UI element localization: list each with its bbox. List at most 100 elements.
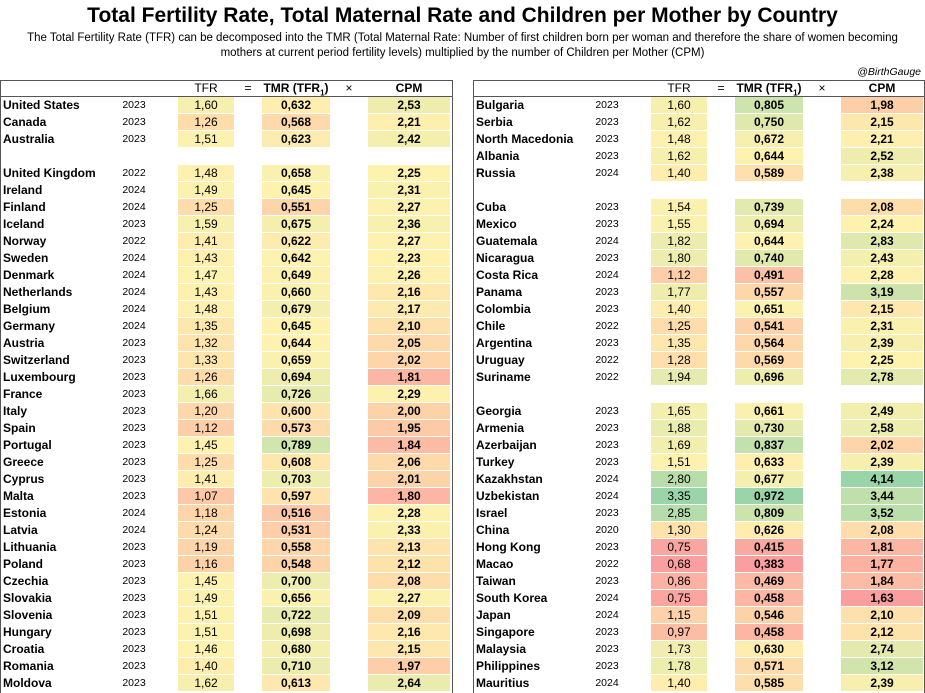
cpm-cell: 2,25 — [841, 352, 923, 369]
table-row: Costa Rica 2024 1,12 0,491 2,28 — [473, 267, 925, 284]
tmr-cell: 0,613 — [262, 675, 330, 692]
table-row: China 2020 1,30 0,626 2,08 — [473, 522, 925, 539]
year-cell: 2024 — [122, 252, 146, 264]
tmr-cell: 0,730 — [735, 420, 803, 437]
year-cell: 2023 — [595, 99, 619, 111]
year-cell: 2023 — [122, 643, 146, 655]
header-tmr: TMR (TFR1) — [735, 80, 803, 97]
year-cell: 2024 — [595, 235, 619, 247]
country-cell: China — [476, 523, 510, 537]
cpm-cell: 2,10 — [368, 318, 450, 335]
year-cell: 2024 — [595, 490, 619, 502]
country-cell: Philippines — [476, 659, 541, 673]
tmr-cell: 0,626 — [735, 522, 803, 539]
group-gap — [473, 182, 925, 199]
tmr-cell: 0,651 — [735, 301, 803, 318]
year-cell: 2023 — [595, 422, 619, 434]
year-cell: 2023 — [595, 405, 619, 417]
tmr-cell: 0,585 — [735, 675, 803, 692]
cpm-cell: 2,28 — [841, 267, 923, 284]
cpm-cell: 2,15 — [841, 114, 923, 131]
tfr-cell: 1,25 — [178, 199, 234, 216]
year-cell: 2022 — [122, 235, 146, 247]
cpm-cell: 2,08 — [841, 522, 923, 539]
table-row: Singapore 2023 0,97 0,458 2,12 — [473, 624, 925, 641]
year-cell: 2023 — [595, 218, 619, 230]
header-tmr-subscript: 1 — [320, 88, 325, 98]
country-cell: Costa Rica — [476, 268, 539, 282]
country-cell: Belgium — [3, 302, 51, 316]
cpm-cell: 2,43 — [841, 250, 923, 267]
tmr-cell: 0,541 — [735, 318, 803, 335]
year-cell: 2023 — [122, 456, 146, 468]
table-row: Panama 2023 1,77 0,557 3,19 — [473, 284, 925, 301]
cpm-cell: 1,98 — [841, 97, 923, 114]
country-cell: United Kingdom — [3, 166, 96, 180]
country-cell: Colombia — [476, 302, 531, 316]
country-cell: Czechia — [3, 574, 49, 588]
tmr-cell: 0,531 — [262, 522, 330, 539]
tmr-cell: 0,694 — [262, 369, 330, 386]
tfr-cell: 0,68 — [651, 556, 707, 573]
year-cell: 2024 — [122, 524, 146, 536]
tmr-cell: 0,645 — [262, 182, 330, 199]
table-row: Macao 2022 0,68 0,383 1,77 — [473, 556, 925, 573]
table-row: United States 2023 1,60 0,632 2,53 — [0, 97, 452, 114]
country-cell: Norway — [3, 234, 47, 248]
country-cell: Armenia — [476, 421, 525, 435]
tmr-cell: 0,608 — [262, 454, 330, 471]
country-cell: Uzbekistan — [476, 489, 540, 503]
tmr-cell: 0,679 — [262, 301, 330, 318]
cpm-cell: 2,12 — [368, 556, 450, 573]
year-cell: 2023 — [122, 677, 146, 689]
tfr-cell: 1,43 — [178, 250, 234, 267]
year-cell: 2023 — [122, 609, 146, 621]
country-cell: Malta — [3, 489, 34, 503]
country-cell: Finland — [3, 200, 46, 214]
tmr-cell: 0,660 — [262, 284, 330, 301]
tmr-cell: 0,548 — [262, 556, 330, 573]
tmr-cell: 0,383 — [735, 556, 803, 573]
year-cell: 2023 — [595, 286, 619, 298]
tfr-cell: 2,85 — [651, 505, 707, 522]
country-cell: Turkey — [476, 455, 515, 469]
tmr-cell: 0,698 — [262, 624, 330, 641]
table-row: Finland 2024 1,25 0,551 2,27 — [0, 199, 452, 216]
tfr-cell: 1,35 — [651, 335, 707, 352]
grid-line — [473, 80, 925, 81]
country-cell: Singapore — [476, 625, 535, 639]
country-cell: Luxembourg — [3, 370, 76, 384]
table-row: Taiwan 2023 0,86 0,469 1,84 — [473, 573, 925, 590]
table-row: Japan 2024 1,15 0,546 2,10 — [473, 607, 925, 624]
country-cell: Croatia — [3, 642, 45, 656]
cpm-cell: 2,26 — [368, 267, 450, 284]
year-cell: 2023 — [122, 439, 146, 451]
year-cell: 2024 — [122, 507, 146, 519]
tfr-cell: 1,77 — [651, 284, 707, 301]
tfr-cell: 1,47 — [178, 267, 234, 284]
table-row: Norway 2022 1,41 0,622 2,27 — [0, 233, 452, 250]
country-cell: Poland — [3, 557, 44, 571]
country-cell: Nicaragua — [476, 251, 535, 265]
table-row: Poland 2023 1,16 0,548 2,12 — [0, 556, 452, 573]
country-cell: Spain — [3, 421, 36, 435]
country-cell: Albania — [476, 149, 520, 163]
year-cell: 2022 — [595, 371, 619, 383]
tfr-cell: 1,40 — [651, 301, 707, 318]
tfr-cell: 1,32 — [178, 335, 234, 352]
year-cell: 2023 — [595, 507, 619, 519]
tfr-cell: 1,30 — [651, 522, 707, 539]
year-cell: 2020 — [595, 524, 619, 536]
country-cell: Italy — [3, 404, 28, 418]
country-cell: Uruguay — [476, 353, 525, 367]
year-cell: 2023 — [595, 541, 619, 553]
tfr-cell: 1,51 — [178, 607, 234, 624]
year-cell: 2023 — [122, 422, 146, 434]
year-cell: 2024 — [122, 201, 146, 213]
cpm-cell: 3,44 — [841, 488, 923, 505]
country-cell: Israel — [476, 506, 508, 520]
tfr-cell: 1,49 — [178, 182, 234, 199]
tmr-cell: 0,551 — [262, 199, 330, 216]
year-cell: 2022 — [595, 354, 619, 366]
tfr-cell: 1,88 — [651, 420, 707, 437]
